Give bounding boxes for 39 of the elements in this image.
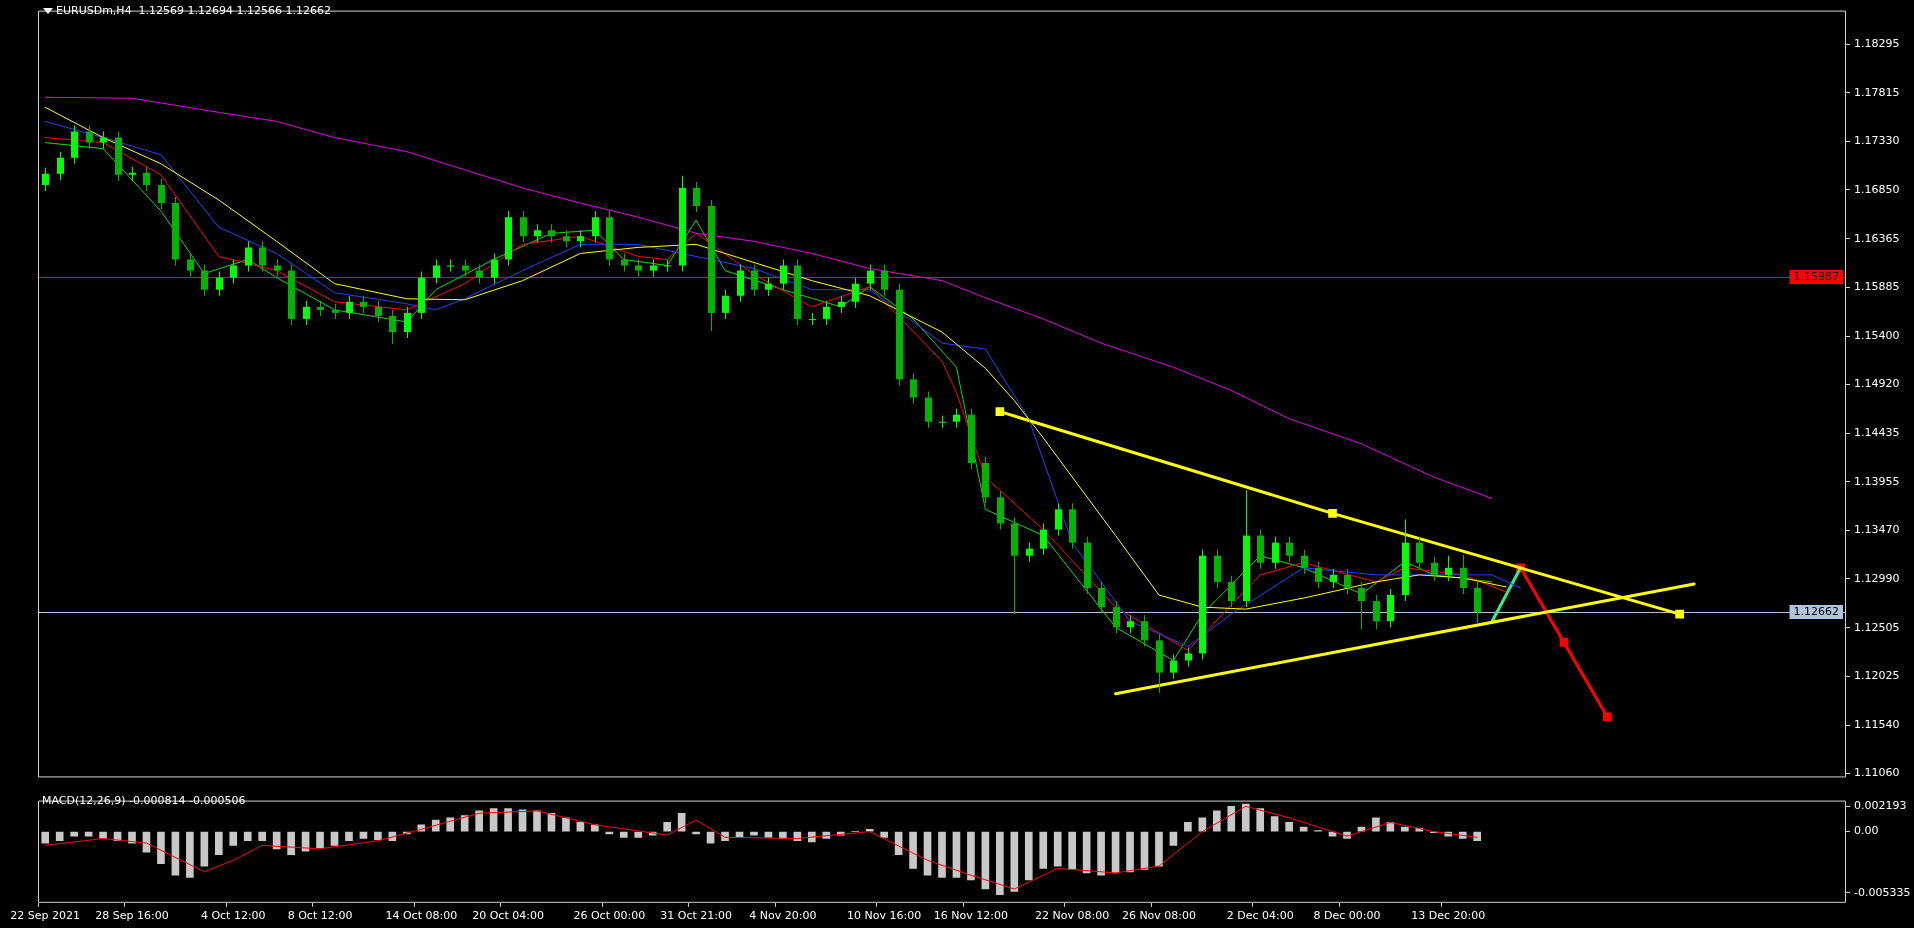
- x-tick-label: 31 Oct 21:00: [660, 909, 732, 923]
- x-tick-label: 8 Dec 00:00: [1313, 909, 1381, 923]
- y-tick-label: -0.005335: [1854, 885, 1911, 899]
- y-tick-label: 1.16850: [1854, 182, 1900, 196]
- x-tick-label: 4 Nov 20:00: [749, 909, 817, 923]
- y-tick-label: 0.002193: [1854, 799, 1907, 813]
- y-tick-label: 1.15885: [1854, 280, 1900, 294]
- x-tick-label: 28 Sep 16:00: [95, 909, 169, 923]
- y-tick-label: 1.14920: [1854, 377, 1900, 391]
- x-tick-label: 22 Sep 2021: [10, 909, 81, 923]
- ref-line-label: 1.12662: [1793, 604, 1840, 618]
- x-tick-label: 2 Dec 04:00: [1226, 909, 1294, 923]
- y-tick-label: 1.14435: [1854, 426, 1900, 440]
- y-tick-label: 1.17330: [1854, 134, 1900, 148]
- y-tick-label: 1.13955: [1854, 474, 1900, 488]
- y-tick-label: 0.00: [1854, 824, 1879, 838]
- x-tick-label: 14 Oct 08:00: [385, 909, 458, 923]
- y-tick-label: 1.11060: [1854, 766, 1900, 780]
- x-tick-label: 22 Nov 08:00: [1035, 909, 1110, 923]
- x-tick-label: 13 Dec 20:00: [1411, 909, 1486, 923]
- chart-title: EURUSDm,H4 1.12569 1.12694 1.12566 1.12662: [56, 4, 332, 17]
- x-tick-label: 16 Nov 12:00: [933, 909, 1009, 923]
- y-tick-label: 1.12025: [1854, 668, 1900, 682]
- y-tick-label: 1.13470: [1854, 523, 1900, 537]
- y-tick-label: 1.12990: [1854, 571, 1900, 585]
- x-tick-label: 10 Nov 16:00: [847, 909, 922, 923]
- y-tick-label: 1.18295: [1854, 37, 1900, 51]
- y-tick-label: 1.12505: [1854, 620, 1900, 634]
- chart-title: MACD(12,26,9) -0.000814 -0.000506: [42, 794, 246, 807]
- x-tick-label: 4 Oct 12:00: [200, 909, 266, 923]
- y-tick-label: 1.16365: [1854, 231, 1900, 245]
- y-tick-label: 1.15400: [1854, 328, 1900, 342]
- y-tick-label: 1.11540: [1854, 717, 1900, 731]
- ref-line-label: 1.15987: [1793, 269, 1840, 283]
- x-tick-label: 20 Oct 04:00: [472, 909, 544, 923]
- x-tick-label: 8 Oct 12:00: [287, 909, 353, 923]
- y-tick-label: 1.17815: [1854, 85, 1900, 99]
- x-tick-label: 26 Oct 00:00: [573, 909, 646, 923]
- x-tick-label: 26 Nov 08:00: [1121, 909, 1197, 923]
